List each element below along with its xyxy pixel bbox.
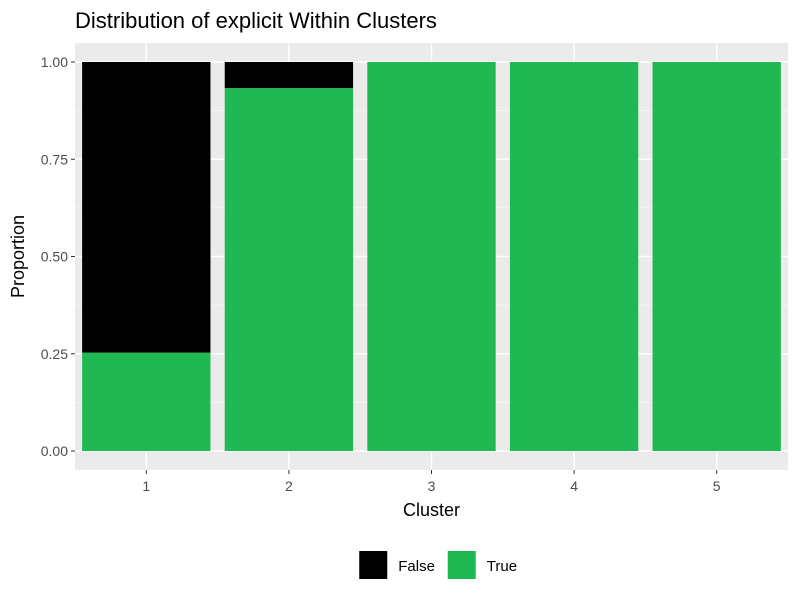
x-axis-title: Cluster	[403, 500, 460, 520]
legend-key-true	[447, 551, 476, 579]
legend-label-true: True	[487, 558, 517, 575]
legend: False True	[359, 551, 517, 579]
y-tick-label: 0.00	[41, 443, 68, 459]
x-tick-label: 2	[285, 478, 293, 494]
bars	[82, 62, 781, 452]
x-tick-label: 3	[428, 478, 436, 494]
bar-cluster-1-true	[82, 352, 211, 451]
bar-cluster-4-true	[509, 62, 639, 451]
x-tick-label: 1	[142, 478, 150, 494]
chart-title: Distribution of explicit Within Clusters	[75, 8, 437, 33]
x-tick-label: 4	[570, 478, 578, 494]
y-tick-label: 1.00	[41, 54, 68, 70]
bar-cluster-1-false	[82, 62, 211, 353]
bar-cluster-2-false	[224, 62, 354, 89]
y-tick-label: 0.25	[41, 346, 68, 362]
y-tick-label: 0.50	[41, 249, 68, 265]
bar-cluster-2-true	[224, 88, 354, 452]
bar-cluster-3-true	[367, 62, 496, 451]
x-axis: 1 2 3 4 5	[142, 470, 721, 494]
x-tick-label: 5	[713, 478, 721, 494]
y-axis: 0.00 0.25 0.50 0.75 1.00	[41, 54, 75, 459]
bar-cluster-5-true	[652, 62, 781, 451]
y-tick-label: 0.75	[41, 151, 68, 167]
y-axis-title: Proportion	[8, 215, 28, 298]
legend-key-false	[359, 551, 388, 579]
legend-label-false: False	[398, 558, 435, 575]
